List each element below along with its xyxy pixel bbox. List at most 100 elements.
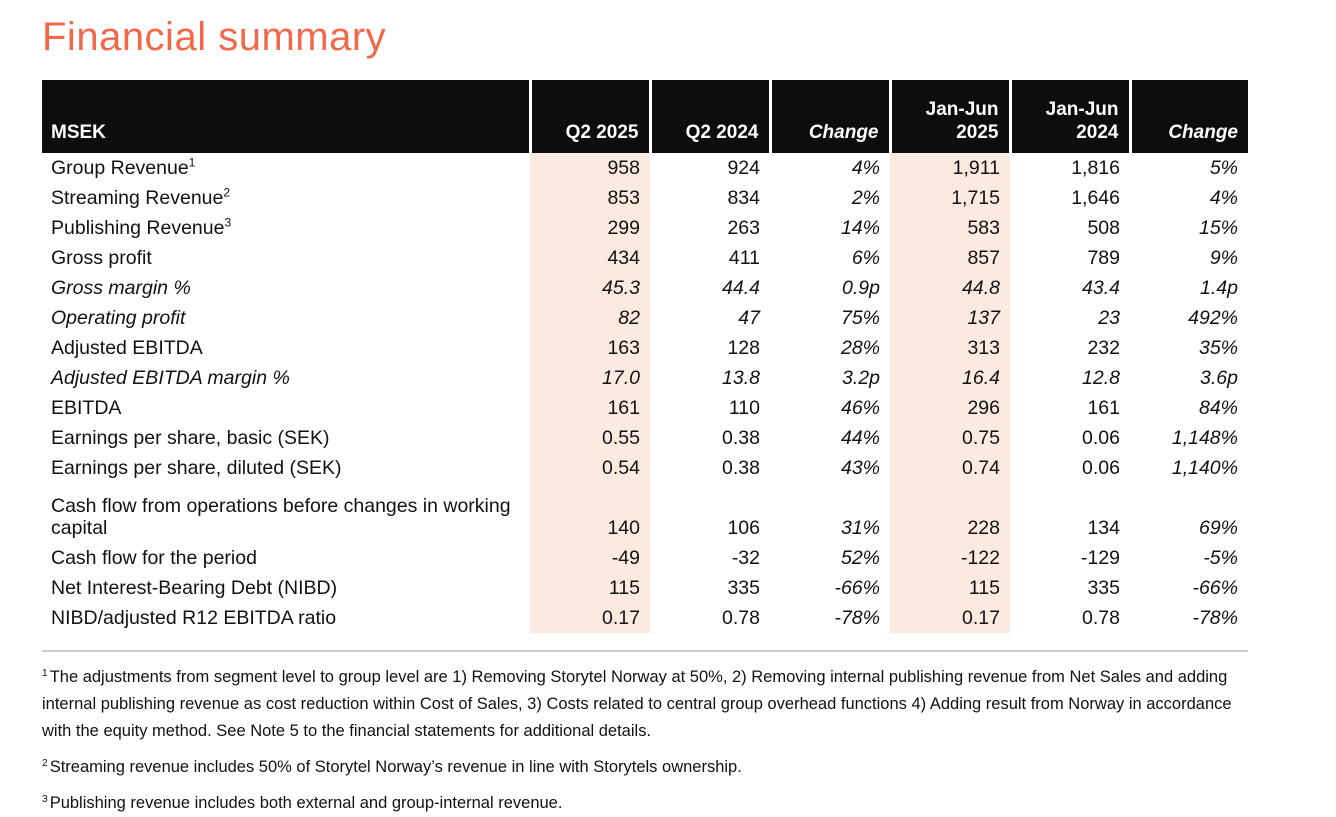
cell: -122	[890, 543, 1010, 573]
cell: 1,140%	[1171, 457, 1238, 479]
row-label: Adjusted EBITDA	[51, 337, 203, 359]
cell: 137	[890, 303, 1010, 333]
footnote-text: Streaming revenue includes 50% of Storyt…	[49, 758, 742, 776]
financial-summary-table: MSEK Q2 2025 Q2 2024 Change Jan-Jun 2025…	[42, 80, 1248, 633]
cell: 232	[1087, 337, 1120, 359]
footnote-1: 1 The adjustments from segment level to g…	[42, 664, 1252, 745]
cell: -32	[731, 547, 760, 569]
row-label: EBITDA	[51, 397, 122, 419]
cell: 31%	[840, 517, 880, 539]
cell: 110	[728, 397, 760, 419]
footnote-marker: 1	[42, 667, 48, 679]
cell: 44%	[840, 427, 880, 449]
cell: 296	[890, 393, 1010, 423]
table-row-adjusted-ebitda-margin: Adjusted EBITDA margin % 17.0 13.8 3.2p …	[42, 363, 1248, 393]
cell: 434	[530, 243, 650, 273]
row-label-text: Group Revenue	[51, 157, 189, 179]
column-header-msek: MSEK	[42, 80, 530, 153]
cell: 35%	[1198, 337, 1238, 359]
column-header-q2-2025: Q2 2025	[528, 80, 650, 153]
cell: 1,148%	[1171, 427, 1238, 449]
cell: 0.9p	[842, 277, 880, 299]
cell: 0.55	[530, 423, 650, 453]
column-header-q2-2024: Q2 2024	[648, 80, 770, 153]
cell: 834	[727, 187, 760, 209]
cell: 1,816	[1071, 157, 1120, 179]
cell: 161	[1087, 397, 1120, 419]
cell: 140	[530, 483, 650, 543]
cell: -49	[530, 543, 650, 573]
cell: 28%	[840, 337, 880, 359]
table-row-gross-profit: Gross profit 434 411 6% 857 789 9%	[42, 243, 1248, 273]
cell: -78%	[1192, 607, 1238, 629]
cell: -78%	[834, 607, 880, 629]
cell: 0.78	[722, 607, 760, 629]
footnote-marker: 3	[224, 215, 232, 230]
cell: 115	[890, 573, 1010, 603]
row-label: Operating profit	[51, 307, 186, 329]
cell: 2%	[851, 187, 880, 209]
cell: 492%	[1188, 307, 1238, 329]
row-label-text: Publishing Revenue	[51, 217, 225, 239]
footnote-text: Publishing revenue includes both externa…	[49, 794, 563, 812]
table-header-row: MSEK Q2 2025 Q2 2024 Change Jan-Jun 2025…	[42, 80, 1248, 153]
cell: 0.74	[890, 453, 1010, 483]
cell: 13.8	[722, 367, 760, 389]
column-header-change-q2: Change	[768, 80, 890, 153]
cell: 0.06	[1082, 457, 1120, 479]
cell: 0.78	[1082, 607, 1120, 629]
row-label-text: Streaming Revenue	[51, 187, 224, 209]
table-row-publishing-revenue: Publishing Revenue3 299 263 14% 583 508 …	[42, 213, 1248, 243]
cell: -66%	[1192, 577, 1238, 599]
cell: 14%	[840, 217, 880, 239]
cell: 82	[530, 303, 650, 333]
cell: 857	[890, 243, 1010, 273]
cell: 115	[530, 573, 650, 603]
cell: 47	[738, 307, 760, 329]
cell: 1,911	[890, 153, 1010, 183]
cell: 44.8	[890, 273, 1010, 303]
cell: 924	[727, 157, 760, 179]
cell: 583	[890, 213, 1010, 243]
cell: 75%	[840, 307, 880, 329]
cell: 134	[1087, 517, 1120, 539]
footnote-marker: 2	[223, 185, 231, 200]
footnote-2: 2 Streaming revenue includes 50% of Story…	[42, 754, 1252, 781]
table-row-nibd: Net Interest-Bearing Debt (NIBD) 115 335…	[42, 573, 1248, 603]
table-row-nibd-ratio: NIBD/adjusted R12 EBITDA ratio 0.17 0.78…	[42, 603, 1248, 633]
cell: 789	[1087, 247, 1120, 269]
row-label: NIBD/adjusted R12 EBITDA ratio	[51, 607, 337, 629]
cell: 0.38	[722, 457, 760, 479]
cell: 3.2p	[842, 367, 880, 389]
cell: 84%	[1198, 397, 1238, 419]
cell: 9%	[1209, 247, 1238, 269]
cell: 12.8	[1082, 367, 1120, 389]
cell: 1,715	[890, 183, 1010, 213]
table-row-operating-profit: Operating profit 82 47 75% 137 23 492%	[42, 303, 1248, 333]
cell: 69%	[1198, 517, 1238, 539]
row-label: Adjusted EBITDA margin %	[51, 367, 290, 389]
cell: 5%	[1209, 157, 1238, 179]
footnote-3: 3 Publishing revenue includes both extern…	[42, 790, 1252, 817]
cell: 1,646	[1071, 187, 1120, 209]
row-label: Gross profit	[51, 247, 152, 269]
row-label: Cash flow for the period	[51, 547, 257, 569]
footnote-text: The adjustments from segment level to gr…	[42, 668, 1232, 740]
table-row-cash-flow-period: Cash flow for the period -49 -32 52% -12…	[42, 543, 1248, 573]
cell: 0.17	[530, 603, 650, 633]
table-row-adjusted-ebitda: Adjusted EBITDA 163 128 28% 313 232 35%	[42, 333, 1248, 363]
cell: 299	[530, 213, 650, 243]
cell: 46%	[840, 397, 880, 419]
footnote-marker: 2	[42, 757, 48, 769]
row-label: Gross margin %	[51, 277, 191, 299]
row-label: Net Interest-Bearing Debt (NIBD)	[51, 577, 338, 599]
cell: 263	[727, 217, 760, 239]
cell: 161	[530, 393, 650, 423]
cell: 4%	[1209, 187, 1238, 209]
cell: 0.06	[1082, 427, 1120, 449]
row-label: Publishing Revenue3	[42, 213, 530, 243]
cell: -5%	[1203, 547, 1238, 569]
table-row-eps-basic: Earnings per share, basic (SEK) 0.55 0.3…	[42, 423, 1248, 453]
cell: 6%	[851, 247, 880, 269]
cell: 0.38	[722, 427, 760, 449]
